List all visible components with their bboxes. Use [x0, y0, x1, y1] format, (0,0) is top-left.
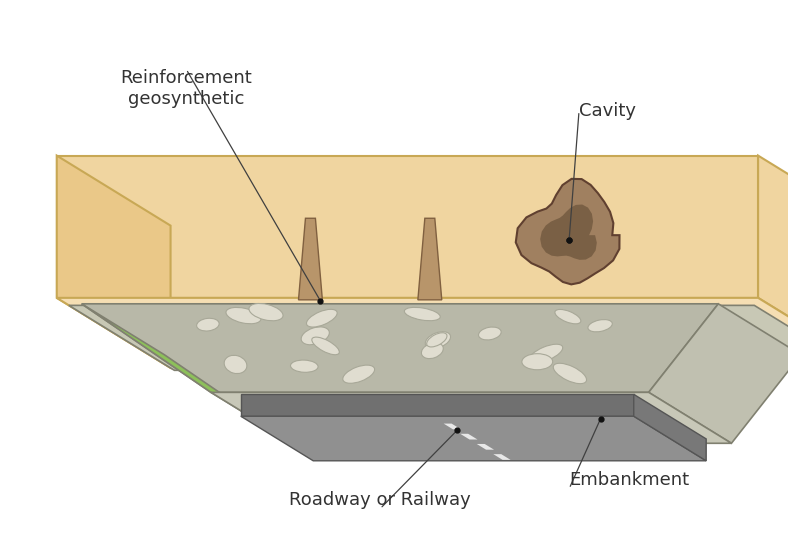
- Polygon shape: [476, 444, 494, 450]
- Polygon shape: [299, 218, 322, 300]
- Ellipse shape: [404, 307, 440, 321]
- Text: Cavity: Cavity: [579, 102, 636, 120]
- Polygon shape: [211, 392, 732, 443]
- Ellipse shape: [197, 318, 219, 331]
- Polygon shape: [241, 416, 706, 461]
- Ellipse shape: [421, 343, 443, 359]
- Ellipse shape: [226, 308, 261, 324]
- Text: Roadway or Railway: Roadway or Railway: [289, 491, 471, 509]
- Ellipse shape: [307, 309, 337, 327]
- Text: Reinforcement
geosynthetic: Reinforcement geosynthetic: [120, 69, 252, 108]
- Polygon shape: [493, 454, 510, 460]
- Ellipse shape: [522, 354, 553, 370]
- Polygon shape: [461, 434, 477, 440]
- Ellipse shape: [301, 327, 329, 345]
- Text: Embankment: Embankment: [569, 471, 689, 489]
- Ellipse shape: [479, 327, 501, 340]
- Polygon shape: [444, 423, 461, 429]
- Ellipse shape: [224, 355, 246, 374]
- Polygon shape: [634, 394, 706, 461]
- Polygon shape: [57, 155, 171, 368]
- Ellipse shape: [553, 363, 586, 384]
- Ellipse shape: [343, 365, 374, 383]
- Ellipse shape: [249, 303, 283, 321]
- Polygon shape: [418, 218, 442, 300]
- Ellipse shape: [312, 337, 340, 355]
- Polygon shape: [758, 155, 790, 368]
- Ellipse shape: [588, 319, 612, 332]
- Polygon shape: [241, 394, 634, 416]
- Polygon shape: [81, 304, 718, 392]
- Ellipse shape: [291, 360, 318, 373]
- Ellipse shape: [555, 309, 581, 324]
- Polygon shape: [649, 304, 790, 443]
- Polygon shape: [57, 155, 758, 298]
- Polygon shape: [516, 179, 619, 285]
- Ellipse shape: [427, 333, 447, 347]
- Ellipse shape: [529, 344, 562, 363]
- Polygon shape: [540, 205, 596, 260]
- Polygon shape: [69, 306, 790, 370]
- Polygon shape: [81, 304, 294, 443]
- Ellipse shape: [425, 332, 450, 348]
- Polygon shape: [57, 298, 790, 368]
